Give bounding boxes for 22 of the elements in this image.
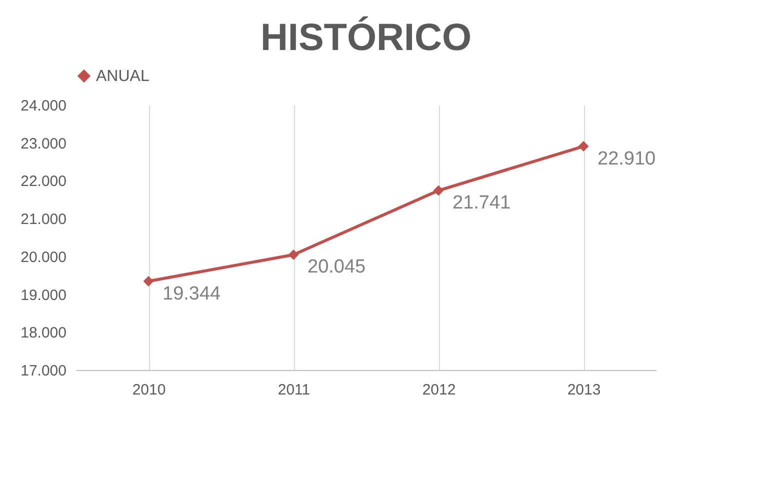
y-tick-label: 20.000 [20,248,66,266]
legend-label: ANUAL [96,68,150,85]
x-tick-label: 2013 [567,382,601,398]
point [143,276,154,287]
data-label: 22.910 [598,148,656,170]
y-tick-label: 23.000 [20,135,66,152]
data-label: 19.344 [162,283,222,304]
x-tick-label: 2011 [278,382,310,398]
data-label: 21.741 [452,192,511,214]
point [433,185,444,196]
point [578,141,589,152]
y-tick-label: 18.000 [20,324,66,342]
y-tick-label: 22.000 [20,173,66,190]
y-tick-label: 17.000 [20,362,66,380]
y-tick-label: 19.000 [20,286,66,304]
y-tick-label: 21.000 [20,211,66,228]
x-tick-label: 2010 [132,382,166,398]
chart-title: HISTÓRICO [260,16,472,59]
point [288,249,299,260]
x-tick-label: 2012 [422,382,456,398]
data-label: 20.045 [308,256,366,278]
y-tick-label: 24.000 [20,98,66,114]
